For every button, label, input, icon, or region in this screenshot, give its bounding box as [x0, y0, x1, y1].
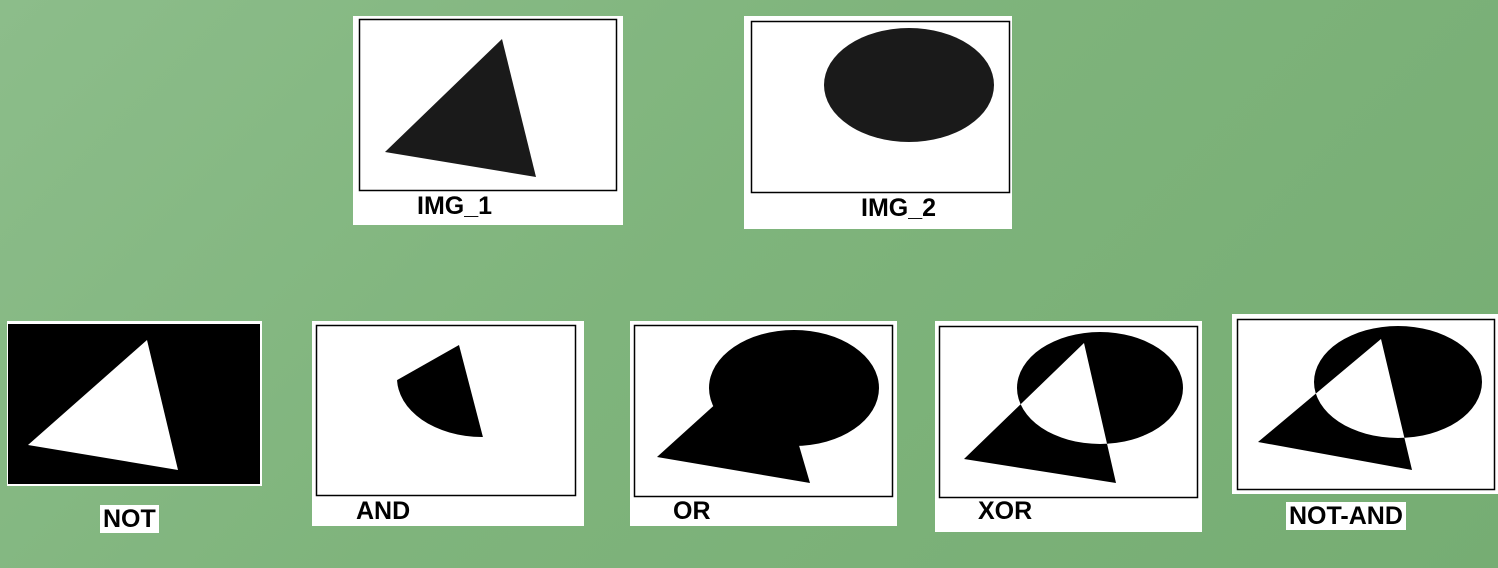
- and-figure: [315, 324, 577, 497]
- not-label: NOT: [100, 505, 159, 533]
- xor-shape: [964, 332, 1183, 483]
- or-figure: [633, 324, 894, 498]
- img1-panel: IMG_1: [353, 16, 623, 225]
- and-panel: AND: [312, 321, 584, 526]
- not-figure: [8, 324, 260, 484]
- or-panel: OR: [630, 321, 897, 526]
- not-and-shape: [1258, 326, 1482, 470]
- img1-label: IMG_1: [417, 192, 493, 220]
- img1-figure: [358, 18, 618, 192]
- not-triangle-shape: [28, 340, 178, 470]
- and-label: AND: [356, 497, 411, 525]
- img2-label: IMG_2: [861, 194, 937, 222]
- xor-label: XOR: [978, 497, 1033, 525]
- not-and-label: NOT-AND: [1286, 502, 1406, 530]
- and-intersection-shape: [397, 345, 485, 437]
- triangle-shape: [385, 39, 536, 177]
- img2-figure: [750, 20, 1011, 194]
- or-triangle-shape: [657, 353, 810, 483]
- or-label: OR: [673, 497, 711, 525]
- img2-panel: IMG_2: [744, 16, 1012, 229]
- xor-panel: XOR: [935, 321, 1202, 532]
- ellipse-shape: [824, 28, 994, 142]
- not-and-figure: [1236, 318, 1496, 491]
- not-and-panel: [1232, 314, 1498, 494]
- xor-figure: [938, 325, 1199, 499]
- not-panel: [7, 321, 262, 486]
